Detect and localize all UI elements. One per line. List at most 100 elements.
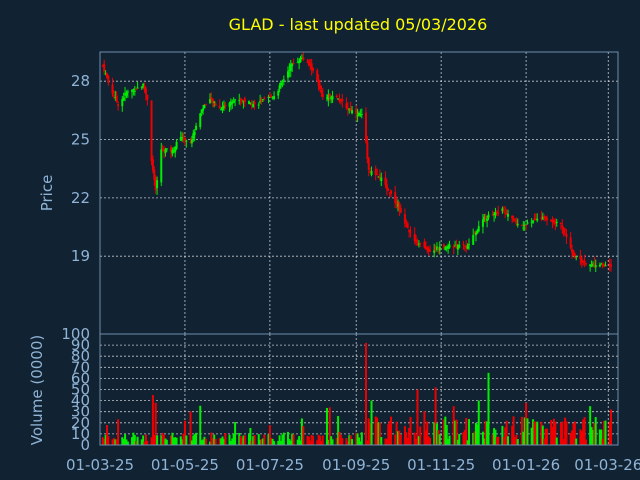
- volume-y-tick-label: 90: [71, 336, 90, 354]
- volume-bar: [161, 432, 164, 445]
- volume-bar: [321, 435, 324, 445]
- candle-body: [494, 211, 497, 216]
- candle-body: [107, 75, 110, 83]
- volume-bar: [493, 428, 496, 445]
- volume-bar: [395, 421, 398, 445]
- candle-body: [491, 214, 494, 216]
- candle-body: [545, 218, 548, 221]
- candle-body: [179, 137, 182, 141]
- x-tick-label: 01-03-26: [574, 456, 640, 474]
- candle-body: [143, 85, 146, 90]
- volume-bar: [355, 432, 358, 445]
- volume-bar: [292, 434, 295, 445]
- candle-body: [271, 97, 274, 99]
- volume-bar: [540, 421, 543, 445]
- volume-bar: [218, 438, 221, 445]
- volume-bar: [434, 387, 437, 445]
- volume-bar: [466, 440, 469, 445]
- volume-bar: [135, 440, 138, 445]
- volume-bar: [270, 438, 273, 445]
- volume-bar: [534, 422, 537, 445]
- candle-body: [360, 114, 363, 116]
- volume-bar: [174, 437, 177, 445]
- volume-bar: [474, 422, 477, 445]
- candle-body: [465, 244, 468, 249]
- volume-bar: [593, 422, 596, 445]
- candle-body: [564, 234, 567, 236]
- candle-body: [298, 61, 301, 64]
- volume-bar: [385, 438, 388, 445]
- candle-body: [390, 190, 393, 194]
- candle-body: [523, 224, 526, 226]
- volume-bar: [231, 438, 234, 445]
- candle-body: [117, 104, 120, 107]
- candle-body: [426, 247, 429, 251]
- candle-body: [358, 112, 360, 116]
- candle-body: [317, 79, 320, 86]
- candle-body: [199, 113, 202, 128]
- candle-body: [203, 104, 206, 109]
- volume-bar: [390, 416, 393, 445]
- volume-bar: [309, 440, 312, 445]
- volume-y-tick-label: 80: [71, 347, 90, 365]
- candle-body: [133, 90, 136, 92]
- candle-body: [202, 108, 205, 111]
- candle-body: [204, 104, 207, 106]
- candle-body: [473, 233, 476, 235]
- volume-bar: [447, 439, 450, 445]
- volume-bar: [302, 426, 305, 445]
- candle-body: [463, 245, 466, 247]
- volume-bar: [604, 420, 607, 445]
- volume-bar: [551, 426, 554, 445]
- volume-bar: [310, 434, 313, 445]
- candle-body: [484, 215, 487, 220]
- price-axis-label: Price: [38, 175, 56, 212]
- volume-bar: [550, 420, 553, 445]
- candle-body: [497, 212, 500, 214]
- candle-body: [190, 139, 193, 144]
- volume-bar: [506, 436, 509, 445]
- volume-bar: [346, 441, 349, 445]
- candle-body: [540, 217, 543, 219]
- candle-body: [310, 63, 313, 69]
- candle-body: [387, 188, 390, 191]
- candle-body: [338, 98, 341, 102]
- candle-body: [320, 89, 323, 94]
- volume-bar: [247, 434, 250, 445]
- volume-bar: [544, 428, 547, 445]
- volume-bar: [463, 429, 466, 445]
- candle-body: [278, 85, 281, 89]
- candle-body: [351, 110, 354, 114]
- candle-body: [608, 263, 611, 266]
- volume-bar: [356, 433, 359, 445]
- volume-bar: [103, 438, 106, 445]
- volume-bar: [282, 432, 285, 445]
- volume-bar: [525, 402, 528, 445]
- candle-body: [222, 105, 225, 108]
- volume-bar: [504, 427, 507, 445]
- candle-body: [241, 99, 244, 101]
- volume-y-tick-label: 10: [71, 425, 90, 443]
- candle-body: [593, 263, 596, 267]
- candle-body: [413, 233, 416, 242]
- volume-bar: [486, 421, 489, 445]
- candle-body: [525, 225, 528, 227]
- volume-bar: [562, 438, 565, 445]
- volume-bar: [171, 432, 174, 445]
- candle-body: [610, 264, 613, 267]
- volume-bar: [360, 432, 363, 445]
- volume-bar: [331, 439, 334, 445]
- volume-bar: [374, 416, 377, 445]
- volume-bar: [327, 439, 330, 445]
- candle-body: [501, 208, 504, 212]
- volume-bar: [465, 417, 468, 445]
- volume-bar: [523, 417, 526, 445]
- volume-bar: [437, 430, 440, 445]
- volume-bar: [468, 419, 471, 445]
- candle-body: [281, 80, 284, 82]
- candle-body: [493, 214, 496, 216]
- volume-bar: [455, 419, 458, 445]
- volume-bar: [366, 440, 369, 445]
- volume-bar: [126, 441, 129, 445]
- volume-bar: [257, 434, 260, 445]
